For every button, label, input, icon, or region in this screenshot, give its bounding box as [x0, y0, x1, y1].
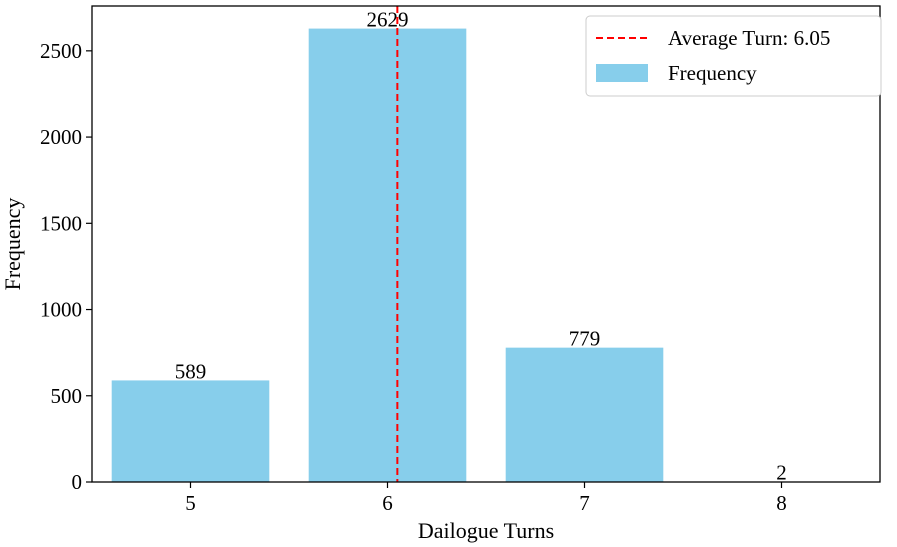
bar-labels-group: 589 2629 779 2 [175, 8, 787, 485]
bar-value-label-5: 589 [175, 359, 207, 383]
legend-average-turn-label: Average Turn: 6.05 [668, 26, 830, 50]
y-tick-label-1000: 1000 [40, 298, 82, 322]
y-tick-label-1500: 1500 [40, 211, 82, 235]
legend-frequency-label: Frequency [668, 61, 757, 85]
bar-value-label-6: 2629 [367, 8, 409, 32]
x-tick-label-6: 6 [382, 491, 393, 515]
x-tick-label-7: 7 [579, 491, 590, 515]
bar-value-label-8: 2 [776, 461, 787, 485]
legend-frequency-swatch [596, 64, 648, 82]
bar-6 [308, 28, 467, 483]
x-tick-label-5: 5 [185, 491, 196, 515]
legend-box [585, 15, 882, 97]
y-tick-label-2000: 2000 [40, 125, 82, 149]
y-tick-label-0: 0 [72, 470, 83, 494]
y-tick-label-500: 500 [51, 384, 83, 408]
y-axis-title: Frequency [0, 198, 25, 291]
x-axis-ticks: 5 6 7 8 [185, 482, 787, 515]
y-tick-label-2500: 2500 [40, 39, 82, 63]
plot-frame [91, 5, 881, 483]
bar-5 [111, 380, 270, 482]
legend: Average Turn: 6.05 Frequency [585, 15, 882, 97]
x-tick-label-8: 8 [776, 491, 787, 515]
x-axis-title: Dailogue Turns [418, 518, 554, 543]
bar-value-label-7: 779 [569, 327, 601, 351]
bars-group [111, 28, 861, 483]
bar-7 [505, 347, 664, 482]
y-axis-ticks: 0 500 1000 1500 2000 2500 [40, 39, 92, 494]
